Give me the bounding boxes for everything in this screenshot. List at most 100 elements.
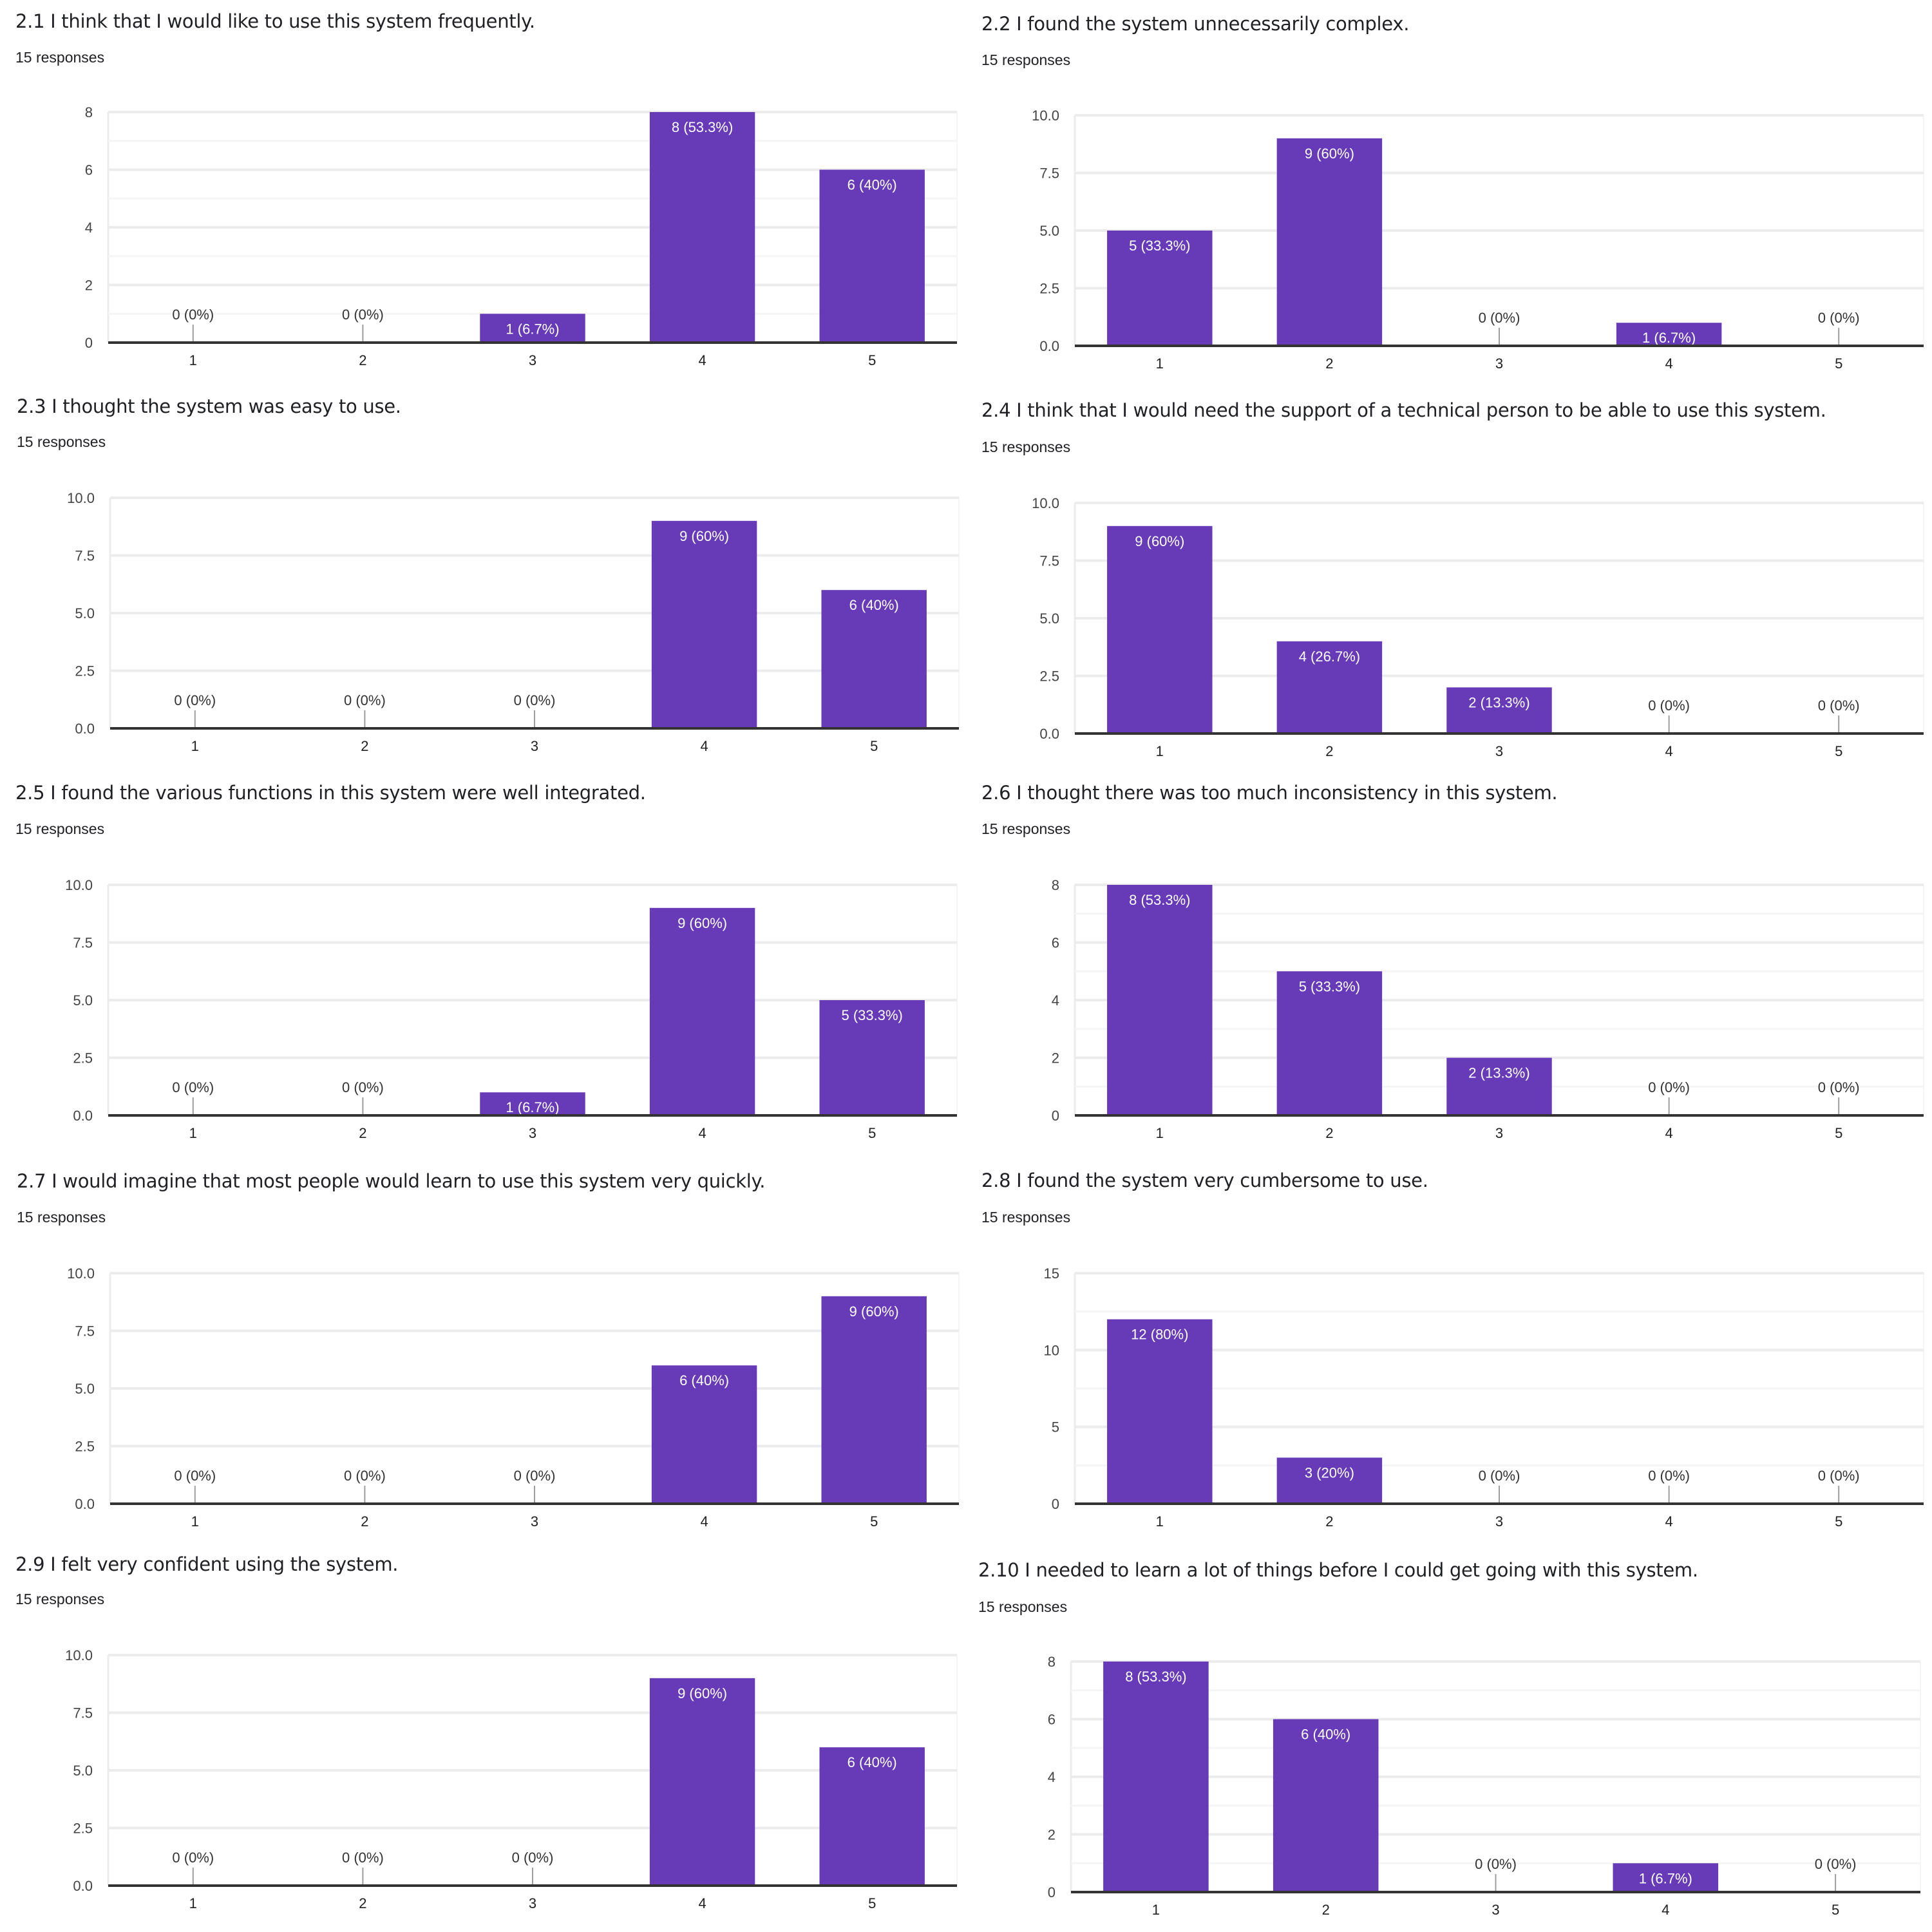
bar-value-label: 0 (0%) [1815,1856,1857,1872]
bar-value-label: 8 (53.3%) [1129,892,1190,908]
bar [819,1747,925,1886]
x-tick-label: 3 [1495,1513,1503,1530]
y-tick-label: 10.0 [65,1647,93,1663]
bar-value-label: 0 (0%) [344,1468,386,1484]
bar [480,1092,585,1115]
x-tick-label: 4 [698,352,706,368]
x-tick-label: 2 [1325,355,1333,372]
x-tick-label: 4 [1665,1125,1672,1141]
x-tick-label: 4 [1665,1513,1672,1530]
bar [1273,1719,1379,1892]
x-tick-label: 1 [189,1895,197,1911]
bar [819,169,925,343]
y-tick-label: 0.0 [73,1108,93,1124]
question-title: 2.10 I needed to learn a lot of things b… [978,1559,1698,1581]
x-tick-label: 3 [1495,1125,1503,1141]
y-tick-label: 4 [1052,992,1059,1009]
x-tick-label: 5 [1835,1513,1842,1530]
bar-value-label: 0 (0%) [344,692,386,708]
bar-value-label: 4 (26.7%) [1299,649,1360,665]
y-tick-label: 2.5 [75,1439,95,1455]
bar [821,590,927,728]
bar-value-label: 0 (0%) [1648,1468,1690,1484]
y-tick-label: 7.5 [75,1323,95,1340]
bar-value-label: 6 (40%) [679,1372,729,1388]
bar-value-label: 9 (60%) [677,915,727,931]
x-tick-label: 4 [700,1513,708,1530]
x-tick-label: 2 [359,352,366,368]
bar-value-label: 0 (0%) [174,1468,216,1484]
y-tick-label: 6 [85,162,93,178]
bar-value-label: 6 (40%) [848,177,897,193]
question-title: 2.7 I would imagine that most people wou… [17,1170,766,1192]
y-tick-label: 2.5 [75,663,95,679]
bar-value-label: 3 (20%) [1305,1464,1354,1481]
x-tick-label: 5 [868,1125,876,1141]
x-tick-label: 3 [529,1895,536,1911]
bar-value-label: 0 (0%) [342,307,384,323]
bar [1613,1863,1719,1892]
y-tick-label: 2.5 [73,1050,93,1066]
x-tick-label: 5 [1835,355,1842,372]
y-tick-label: 10.0 [67,490,95,506]
bar [651,520,757,728]
bar [649,907,755,1115]
y-tick-label: 5.0 [75,1381,95,1397]
bar-value-label: 5 (33.3%) [1129,238,1190,254]
question-title: 2.5 I found the various functions in thi… [15,782,646,804]
y-tick-label: 4 [1048,1769,1056,1785]
bar-value-label: 0 (0%) [172,1079,214,1095]
y-tick-label: 0 [85,335,93,351]
bar-value-label: 0 (0%) [1818,1079,1860,1095]
x-tick-label: 2 [361,1513,368,1530]
x-tick-label: 2 [1322,1902,1330,1918]
response-count: 15 responses [981,820,1071,837]
bar [1616,323,1722,346]
y-tick-label: 5 [1052,1419,1059,1435]
bar [1276,138,1383,346]
response-count: 15 responses [17,433,106,450]
x-tick-label: 4 [1665,355,1672,372]
bar [1107,1319,1213,1504]
bar [1276,1457,1383,1504]
bar-value-label: 0 (0%) [1818,697,1860,714]
x-tick-label: 4 [698,1125,706,1141]
bar [1446,687,1552,734]
x-tick-label: 1 [1156,1513,1164,1530]
y-tick-label: 10 [1044,1342,1059,1358]
bar-value-label: 6 (40%) [849,597,899,613]
bar [821,1296,927,1504]
x-tick-label: 1 [191,738,199,754]
y-tick-label: 10.0 [1032,495,1059,511]
y-tick-label: 7.5 [75,548,95,564]
bar [1107,231,1213,346]
response-count: 15 responses [981,1209,1071,1226]
bar-value-label: 12 (80%) [1131,1327,1188,1343]
y-tick-label: 0 [1052,1108,1059,1124]
x-tick-label: 1 [1156,355,1164,372]
question-title: 2.8 I found the system very cumbersome t… [981,1170,1428,1191]
x-tick-label: 5 [868,1895,876,1911]
y-tick-label: 8 [1052,877,1059,893]
bar-value-label: 0 (0%) [1818,310,1860,326]
x-tick-label: 4 [1665,743,1672,759]
x-tick-label: 5 [1832,1902,1839,1918]
y-tick-label: 0.0 [73,1878,93,1894]
x-tick-label: 3 [529,352,536,368]
response-count: 15 responses [978,1598,1068,1615]
bar-value-label: 0 (0%) [172,307,214,323]
x-tick-label: 1 [1156,1125,1164,1141]
y-tick-label: 7.5 [73,935,93,951]
x-tick-label: 1 [191,1513,199,1530]
bar [1107,885,1213,1115]
bar-value-label: 9 (60%) [679,528,729,544]
x-tick-label: 1 [1152,1902,1160,1918]
bar-value-label: 9 (60%) [677,1685,727,1701]
y-tick-label: 10.0 [65,877,93,893]
y-tick-label: 2.5 [1039,281,1059,297]
